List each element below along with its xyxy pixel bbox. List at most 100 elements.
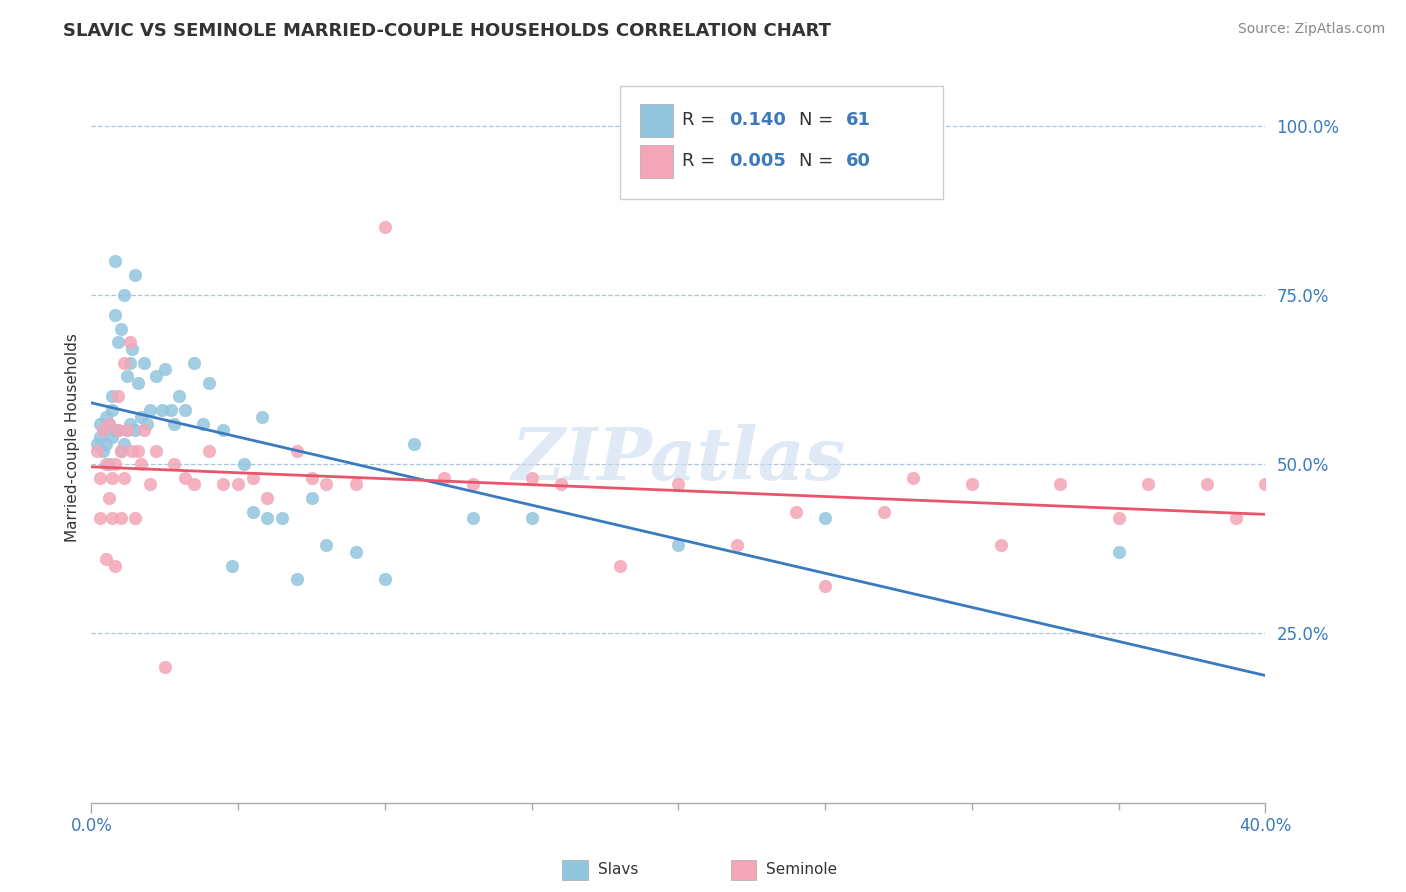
Point	[315, 538, 337, 552]
Point	[903, 471, 925, 485]
Point	[94, 552, 117, 566]
Point	[404, 437, 426, 451]
Point	[94, 437, 117, 451]
Text: ZIPatlas: ZIPatlas	[512, 424, 845, 494]
Point	[285, 443, 308, 458]
Bar	[640, 145, 672, 178]
Text: 60: 60	[846, 153, 872, 170]
Point	[112, 471, 135, 485]
Point	[344, 477, 367, 491]
Point	[91, 443, 114, 458]
Point	[1108, 545, 1130, 559]
Point	[174, 403, 197, 417]
Point	[98, 417, 121, 431]
Point	[118, 355, 141, 369]
Point	[101, 511, 124, 525]
Point	[89, 511, 111, 525]
Point	[129, 409, 152, 424]
Point	[301, 471, 323, 485]
Point	[127, 443, 149, 458]
Point	[107, 389, 129, 403]
Point	[550, 477, 572, 491]
Point	[461, 511, 484, 525]
Text: 61: 61	[846, 112, 872, 129]
Point	[344, 545, 367, 559]
Point	[873, 505, 896, 519]
Point	[86, 443, 108, 458]
Point	[242, 471, 264, 485]
Point	[98, 417, 121, 431]
FancyBboxPatch shape	[620, 86, 942, 200]
Point	[609, 558, 631, 573]
Point	[191, 417, 214, 431]
Point	[94, 409, 117, 424]
Point	[91, 423, 114, 437]
Point	[145, 369, 167, 384]
Text: Seminole: Seminole	[766, 863, 838, 877]
Point	[115, 423, 138, 437]
Point	[134, 355, 156, 369]
Point	[89, 430, 111, 444]
Point	[121, 342, 143, 356]
Point	[94, 457, 117, 471]
Point	[461, 477, 484, 491]
Point	[1195, 477, 1218, 491]
Point	[89, 417, 111, 431]
Point	[242, 505, 264, 519]
Point	[112, 355, 135, 369]
Y-axis label: Married-couple Households: Married-couple Households	[65, 333, 80, 541]
Point	[98, 457, 121, 471]
Point	[110, 443, 132, 458]
Point	[124, 423, 146, 437]
Text: R =: R =	[682, 112, 721, 129]
Point	[107, 423, 129, 437]
Point	[104, 423, 127, 437]
Point	[374, 220, 396, 235]
Point	[136, 417, 159, 431]
Point	[101, 403, 124, 417]
Point	[666, 477, 689, 491]
Point	[159, 403, 181, 417]
Point	[110, 443, 132, 458]
Point	[814, 579, 837, 593]
Point	[110, 322, 132, 336]
Point	[197, 443, 219, 458]
Text: R =: R =	[682, 153, 721, 170]
Point	[112, 437, 135, 451]
Point	[98, 491, 121, 505]
Point	[960, 477, 983, 491]
Point	[115, 423, 138, 437]
Point	[520, 471, 543, 485]
Point	[271, 511, 294, 525]
Point	[110, 511, 132, 525]
Point	[301, 491, 323, 505]
Point	[197, 376, 219, 390]
Point	[169, 389, 191, 403]
Point	[115, 369, 138, 384]
Point	[107, 423, 129, 437]
Point	[107, 335, 129, 350]
Point	[256, 511, 278, 525]
Point	[226, 477, 249, 491]
Point	[374, 572, 396, 586]
Point	[1136, 477, 1159, 491]
Point	[725, 538, 748, 552]
Point	[145, 443, 167, 458]
Point	[139, 477, 162, 491]
Point	[153, 660, 176, 674]
Point	[1108, 511, 1130, 525]
Point	[104, 457, 127, 471]
Point	[150, 403, 173, 417]
Point	[212, 423, 235, 437]
Point	[256, 491, 278, 505]
Point	[285, 572, 308, 586]
Point	[86, 437, 108, 451]
Point	[153, 362, 176, 376]
Text: SLAVIC VS SEMINOLE MARRIED-COUPLE HOUSEHOLDS CORRELATION CHART: SLAVIC VS SEMINOLE MARRIED-COUPLE HOUSEH…	[63, 22, 831, 40]
Point	[127, 376, 149, 390]
Point	[118, 417, 141, 431]
Point	[520, 511, 543, 525]
Text: Source: ZipAtlas.com: Source: ZipAtlas.com	[1237, 22, 1385, 37]
Point	[104, 558, 127, 573]
Point	[124, 268, 146, 282]
